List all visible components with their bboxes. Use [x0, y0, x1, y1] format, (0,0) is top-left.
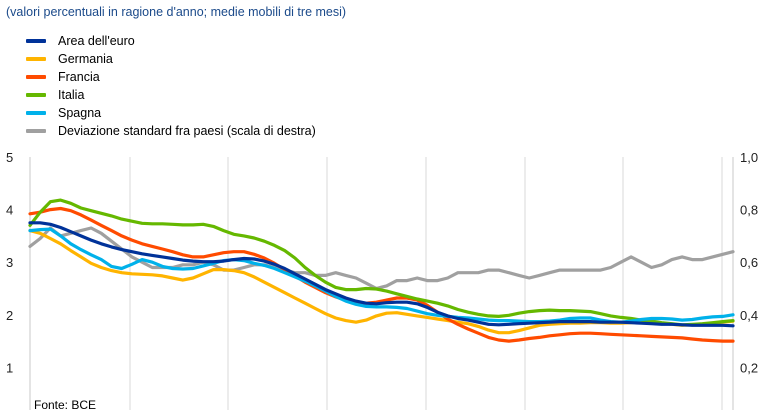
legend-swatch: [26, 129, 46, 133]
legend-item: Germania: [26, 50, 316, 68]
legend-item: Area dell'euro: [26, 32, 316, 50]
y-right-tick-label: 0,2: [740, 360, 758, 375]
series-line-5: [28, 226, 735, 291]
source-note: Fonte: BCE: [34, 398, 97, 412]
legend-label: Spagna: [58, 106, 102, 120]
legend-swatch: [26, 39, 46, 43]
legend-label: Francia: [58, 70, 100, 84]
y-left-tick-label: 2: [6, 308, 13, 323]
legend-item: Francia: [26, 68, 316, 86]
legend-item: Italia: [26, 86, 316, 104]
y-right-tick-label: 1,0: [740, 150, 758, 165]
legend-swatch: [26, 57, 46, 61]
y-left-tick-label: 3: [6, 255, 13, 270]
y-left-tick-label: 1: [6, 360, 13, 375]
y-right-tick-label: 0,8: [740, 203, 758, 218]
series-line-0: [28, 221, 735, 328]
y-right-tick-label: 0,6: [740, 255, 758, 270]
legend-swatch: [26, 75, 46, 79]
legend-label: Deviazione standard fra paesi (scala di …: [58, 124, 316, 138]
chart-legend: Area dell'euro Germania Francia Italia Spagn…: [26, 32, 316, 140]
series-line-2: [28, 206, 735, 343]
legend-label: Area dell'euro: [58, 34, 135, 48]
legend-item: Deviazione standard fra paesi (scala di …: [26, 122, 316, 140]
y-right-tick-label: 0,4: [740, 308, 758, 323]
y-left-tick-label: 4: [6, 203, 13, 218]
series-line-3: [28, 198, 735, 327]
legend-item: Spagna: [26, 104, 316, 122]
y-left-tick-label: 5: [6, 150, 13, 165]
legend-swatch: [26, 111, 46, 115]
legend-label: Germania: [58, 52, 113, 66]
legend-swatch: [26, 93, 46, 97]
chart-subtitle: (valori percentuali in ragione d'anno; m…: [6, 5, 347, 19]
legend-label: Italia: [58, 88, 85, 102]
